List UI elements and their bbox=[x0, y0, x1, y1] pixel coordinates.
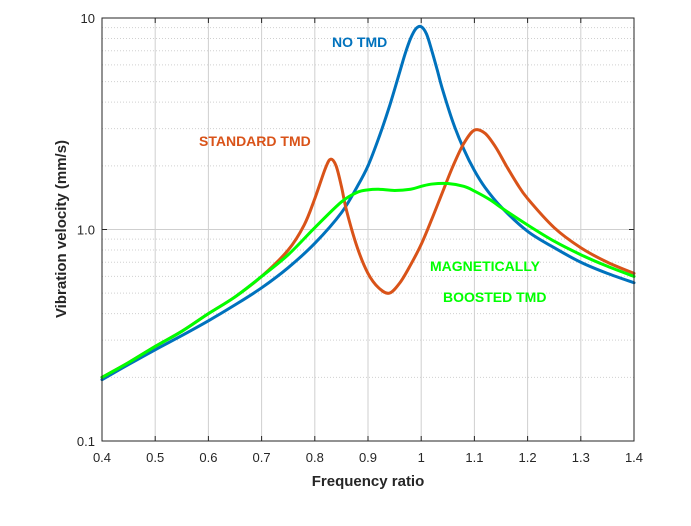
annotation-layer: NO TMD STANDARD TMD MAGNETICALLY BOOSTED… bbox=[199, 34, 546, 305]
x-tick-label: 0.9 bbox=[359, 450, 377, 465]
x-tick-label: 0.5 bbox=[146, 450, 164, 465]
y-tick-labels: 0.1 1.0 10 bbox=[77, 11, 95, 449]
x-axis-label: Frequency ratio bbox=[312, 473, 425, 490]
x-tick-label: 0.4 bbox=[93, 450, 111, 465]
x-tick-label: 1.2 bbox=[519, 450, 537, 465]
y-tick-label: 1.0 bbox=[77, 223, 95, 238]
x-tick-label: 0.8 bbox=[306, 450, 324, 465]
annotation-no-tmd: NO TMD bbox=[332, 34, 387, 50]
x-tick-label: 1.1 bbox=[465, 450, 483, 465]
x-tick-labels: 0.4 0.5 0.6 0.7 0.8 0.9 1 1.1 1.2 1.3 1.4 bbox=[93, 450, 643, 465]
annotation-magnetic-line2: BOOSTED TMD bbox=[443, 289, 546, 305]
y-axis-label: Vibration velocity (mm/s) bbox=[53, 140, 70, 318]
annotation-magnetic-line1: MAGNETICALLY bbox=[430, 258, 541, 274]
ticks bbox=[101, 17, 635, 442]
series-no-tmd bbox=[100, 24, 636, 382]
y-tick-label: 10 bbox=[81, 11, 95, 26]
series-magnetically-boosted-tmd bbox=[100, 181, 636, 379]
x-tick-label: 0.7 bbox=[253, 450, 271, 465]
x-tick-label: 1.3 bbox=[572, 450, 590, 465]
annotation-standard-tmd: STANDARD TMD bbox=[199, 133, 311, 149]
x-tick-label: 1 bbox=[418, 450, 425, 465]
x-tick-label: 0.6 bbox=[199, 450, 217, 465]
x-tick-label: 1.4 bbox=[625, 450, 643, 465]
series-layer bbox=[100, 24, 636, 382]
y-tick-label: 0.1 bbox=[77, 434, 95, 449]
